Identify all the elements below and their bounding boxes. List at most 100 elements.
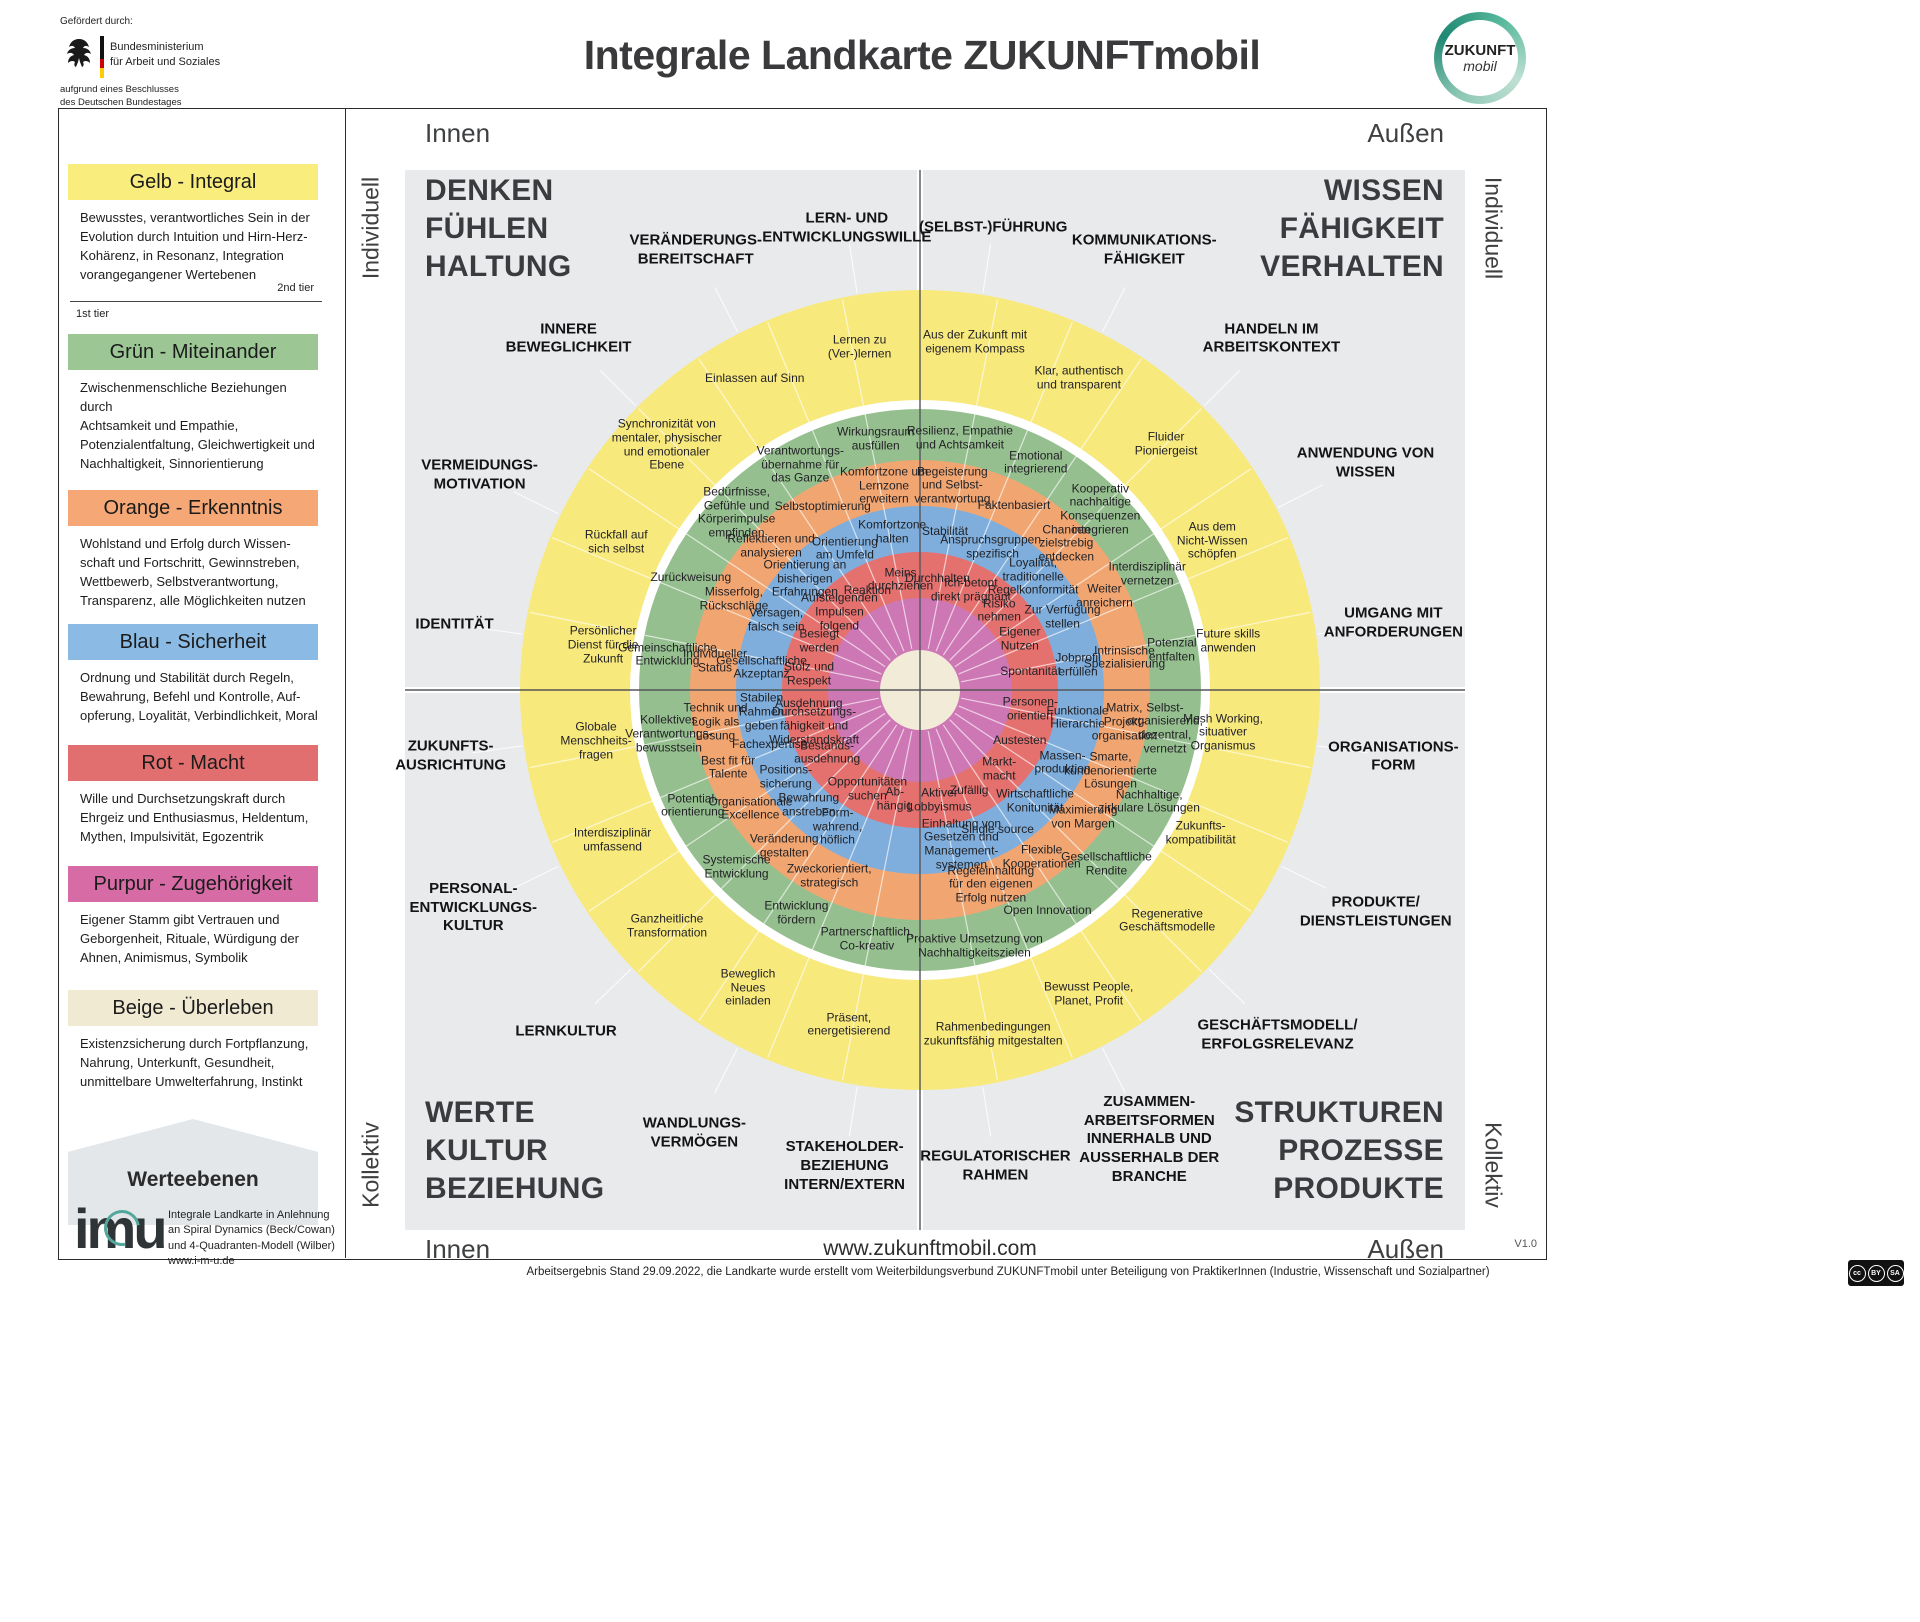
sidebar-section-body-gelb: Bewusstes, verantwortliches Sein in der E… bbox=[80, 210, 310, 282]
sidebar-section-gelb: Gelb - Integral Bewusstes, verantwortlich… bbox=[68, 164, 318, 285]
sidebar-section-title-beige: Beige - Überleben bbox=[68, 990, 318, 1026]
cc-by-icon: BY bbox=[1867, 1264, 1885, 1282]
axis-individuell-left: Individuell bbox=[357, 176, 384, 280]
header-connector bbox=[1318, 745, 1368, 754]
header-connector bbox=[848, 243, 858, 294]
ring-spoke bbox=[961, 697, 1311, 769]
logo-line2: mobil bbox=[1463, 58, 1497, 74]
ring-spoke bbox=[954, 712, 1252, 912]
header-connector bbox=[513, 491, 559, 515]
axis-innen-top: Innen bbox=[425, 118, 491, 148]
ring-spoke bbox=[949, 408, 1202, 661]
header-connector bbox=[714, 1047, 738, 1093]
zukunftmobil-logo: ZUKUNFT mobil bbox=[1434, 12, 1526, 104]
sidebar-section-title-purpur: Purpur - Zugehörigkeit bbox=[68, 866, 318, 902]
funding-caption: Gefördert durch: bbox=[60, 16, 133, 27]
axis-aussen-bottom: Außen bbox=[1367, 1234, 1444, 1264]
ring-spoke bbox=[552, 537, 882, 675]
bundesadler-icon bbox=[67, 39, 91, 67]
header-connector bbox=[513, 865, 559, 889]
ring-spoke bbox=[638, 408, 891, 661]
ring-spoke bbox=[638, 719, 891, 972]
cc-sa-icon: SA bbox=[1886, 1264, 1904, 1282]
german-flag-bar bbox=[100, 36, 104, 78]
footer-credit: Arbeitsergebnis Stand 29.09.2022, die La… bbox=[526, 1266, 1490, 1278]
ring-spoke bbox=[958, 705, 1288, 843]
ring-spoke bbox=[958, 537, 1288, 675]
cc-license-badge: cc BY SA bbox=[1848, 1260, 1904, 1286]
axis-kollektiv-right: Kollektiv bbox=[1480, 1122, 1507, 1208]
axis-innen-bottom: Innen bbox=[425, 1234, 491, 1264]
header-connector bbox=[1203, 370, 1240, 407]
version-label: V1.0 bbox=[1514, 1238, 1537, 1250]
sidebar-section-body-blau: Ordnung und Stabilität durch Regeln, Bewa… bbox=[80, 670, 318, 723]
ring-spoke bbox=[927, 731, 999, 1081]
ring-spoke bbox=[935, 322, 1073, 652]
header-connector bbox=[472, 626, 522, 635]
header-connector bbox=[982, 243, 992, 294]
axis-kollektiv-left: Kollektiv bbox=[357, 1122, 384, 1208]
header-connector bbox=[1208, 968, 1246, 1005]
sidebar-section-rot: Rot - Macht Wille und Durchsetzungskraft … bbox=[68, 745, 318, 847]
header-connector bbox=[600, 370, 637, 407]
ring-spoke bbox=[767, 322, 905, 652]
tier-1st-label: 1st tier bbox=[76, 308, 110, 320]
sidebar-section-orange: Orange - Erkenntnis Wohlstand und Erfolg … bbox=[68, 490, 318, 611]
ring-spoke bbox=[552, 705, 882, 843]
ring-spoke bbox=[942, 358, 1142, 656]
sidebar-section-title-rot: Rot - Macht bbox=[68, 745, 318, 781]
page-title: Integrale Landkarte ZUKUNFTmobil bbox=[583, 32, 1261, 78]
ring-spoke bbox=[588, 712, 886, 912]
header-connector bbox=[1281, 865, 1327, 889]
imu-credit: Integrale Landkarte in Anlehnung an Spir… bbox=[168, 1209, 335, 1268]
header-connector bbox=[472, 745, 522, 754]
sidebar-section-title-gruen: Grün - Miteinander bbox=[68, 334, 318, 370]
ring-spoke bbox=[529, 611, 879, 683]
ring-spoke bbox=[529, 697, 879, 769]
ring-spoke bbox=[841, 299, 913, 649]
sidebar-section-body-gruen: Zwischenmenschliche Beziehungen durch Ach… bbox=[80, 380, 315, 471]
sidebar-section-body-orange: Wohlstand und Erfolg durch Wissen-schaft… bbox=[80, 536, 306, 608]
axis-individuell-right: Individuell bbox=[1480, 176, 1507, 280]
logo-line1: ZUKUNFT bbox=[1444, 42, 1516, 59]
werteebenen-label: Werteebenen bbox=[127, 1168, 259, 1191]
header-connector bbox=[1102, 1047, 1126, 1093]
sidebar-section-body-beige: Existenzsicherung durch Fortpflanzung, Na… bbox=[80, 1036, 309, 1089]
header-connector bbox=[982, 1086, 992, 1137]
sidebar-section-purpur: Purpur - Zugehörigkeit Eigener Stamm gibt… bbox=[68, 866, 318, 968]
zukunftmobil-logo-inner: ZUKUNFT mobil bbox=[1442, 20, 1518, 96]
sidebar-section-title-blau: Blau - Sicherheit bbox=[68, 624, 318, 660]
ring-spoke bbox=[841, 731, 913, 1081]
ring-spoke bbox=[954, 468, 1252, 668]
header-connector bbox=[1102, 287, 1126, 333]
sidebar-section-gruen: Grün - Miteinander Zwischenmenschliche Be… bbox=[68, 334, 318, 474]
sidebar-section-blau: Blau - Sicherheit Ordnung und Stabilität … bbox=[68, 624, 318, 726]
ring-spoke bbox=[942, 724, 1142, 1022]
sidebar-section-body-rot: Wille und Durchsetzungskraft durch Ehrgei… bbox=[80, 791, 309, 844]
header-connector bbox=[594, 968, 632, 1005]
sidebar-section-beige: Beige - Überleben Existenzsicherung durch… bbox=[68, 990, 318, 1092]
ring-spoke bbox=[961, 611, 1311, 683]
ring-spoke bbox=[588, 468, 886, 668]
ministry-name: Bundesministerium für Arbeit und Soziale… bbox=[110, 41, 221, 68]
axis-aussen-top: Außen bbox=[1367, 118, 1444, 148]
header-connector bbox=[714, 287, 738, 333]
sidebar-section-body-purpur: Eigener Stamm gibt Vertrauen und Geborgen… bbox=[80, 912, 299, 965]
main-frame bbox=[58, 108, 1547, 1260]
ring-spoke bbox=[935, 728, 1073, 1058]
funding-note: aufgrund eines Beschlusses des Deutschen… bbox=[60, 84, 182, 108]
tier-2nd-label: 2nd tier bbox=[277, 282, 314, 294]
imu-logo: imu bbox=[74, 1197, 168, 1260]
ring-spoke bbox=[767, 728, 905, 1058]
ring-spoke bbox=[927, 299, 999, 649]
website-url: www.zukunftmobil.com bbox=[823, 1237, 1037, 1260]
cc-icon: cc bbox=[1848, 1264, 1866, 1282]
header-connector bbox=[1277, 484, 1323, 508]
header-connector bbox=[1318, 626, 1368, 635]
sidebar-section-title-gelb: Gelb - Integral bbox=[68, 164, 318, 200]
ring-spoke bbox=[698, 724, 898, 1022]
tier-divider-line bbox=[70, 301, 322, 302]
ring-spoke bbox=[949, 719, 1202, 972]
ring-spoke bbox=[698, 358, 898, 656]
